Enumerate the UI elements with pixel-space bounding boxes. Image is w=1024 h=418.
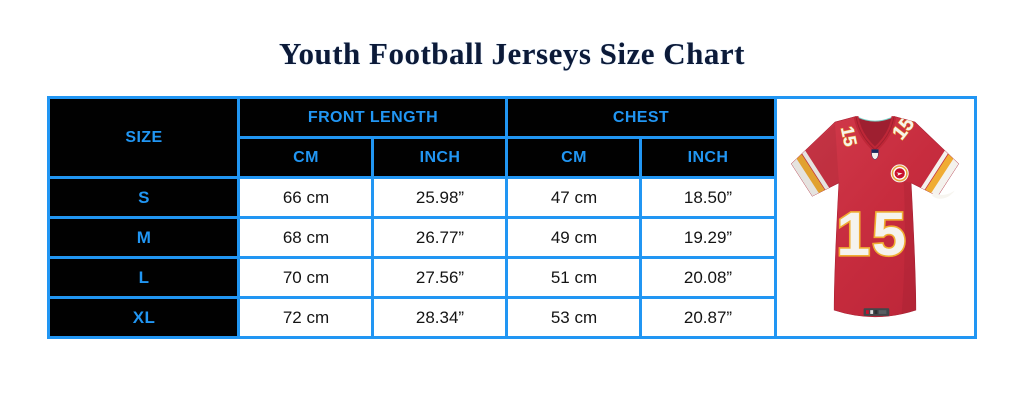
chest-cm-value: 53 cm [505, 296, 643, 339]
size-label: M [47, 216, 241, 259]
col-header-chest-cm: CM [505, 136, 643, 179]
chest-number: 15 [836, 200, 907, 268]
col-header-chest-inch: INCH [639, 136, 777, 179]
table-row-s: S 66 cm 25.98” 47 cm 18.50” [47, 176, 975, 219]
chest-inch-value: 18.50” [639, 176, 777, 219]
chest-inch-value: 20.87” [639, 296, 777, 339]
front-length-cm-value: 66 cm [237, 176, 375, 219]
size-chart-table: SIZE FRONT LENGTH CHEST [47, 96, 977, 339]
jersey-image-wrap: 15 15 [777, 100, 974, 336]
front-length-cm-value: 72 cm [237, 296, 375, 339]
front-length-cm-value: 70 cm [237, 256, 375, 299]
collar-inside [856, 115, 894, 150]
nike-swoosh-icon [932, 189, 955, 199]
size-label: L [47, 256, 241, 299]
right-cuff-white-stripe [927, 152, 959, 202]
table-row-m: M 68 cm 26.77” 49 cm 19.29” [47, 216, 975, 259]
red-jersey-illustration: 15 15 [791, 115, 959, 317]
jersey-product-image: 15 15 [773, 96, 977, 339]
col-header-front-cm: CM [237, 136, 375, 179]
chest-cm-value: 51 cm [505, 256, 643, 299]
team-patch [890, 163, 909, 182]
size-label: S [47, 176, 241, 219]
jock-tag [863, 307, 890, 316]
right-cuff-gold-stripe [921, 149, 957, 199]
right-cuff-inner-white-stripe [917, 146, 951, 195]
size-label: XL [47, 296, 241, 339]
front-length-inch-value: 25.98” [371, 176, 509, 219]
front-length-inch-value: 28.34” [371, 296, 509, 339]
left-cuff-white-stripe [791, 152, 823, 203]
col-header-front-length: FRONT LENGTH [237, 96, 509, 139]
chest-inch-value: 19.29” [639, 216, 777, 259]
col-header-chest: CHEST [505, 96, 777, 139]
left-sleeve-shadow [791, 123, 839, 196]
table-row-xl: XL 72 cm 28.34” 53 cm 20.87” [47, 296, 975, 339]
front-length-inch-value: 27.56” [371, 256, 509, 299]
chest-cm-value: 47 cm [505, 176, 643, 219]
page-title: Youth Football Jerseys Size Chart [279, 36, 745, 71]
table-row-l: L 70 cm 27.56” 51 cm 20.08” [47, 256, 975, 299]
col-header-front-inch: INCH [371, 136, 509, 179]
header-row-groups: SIZE FRONT LENGTH CHEST [47, 96, 977, 339]
chest-cm-value: 49 cm [505, 216, 643, 259]
header-row-units: CM INCH CM INCH [49, 136, 975, 179]
front-length-cm-value: 68 cm [237, 216, 375, 259]
front-length-inch-value: 26.77” [371, 216, 509, 259]
right-body-shadow [901, 180, 916, 314]
left-cuff-inner-white-stripe [799, 146, 833, 195]
collar-teal-trim [857, 116, 893, 122]
left-cuff-gold-stripe [793, 149, 829, 199]
nfl-shield-logo [871, 148, 879, 160]
chest-inch-value: 20.08” [639, 256, 777, 299]
col-header-size: SIZE [47, 96, 241, 179]
